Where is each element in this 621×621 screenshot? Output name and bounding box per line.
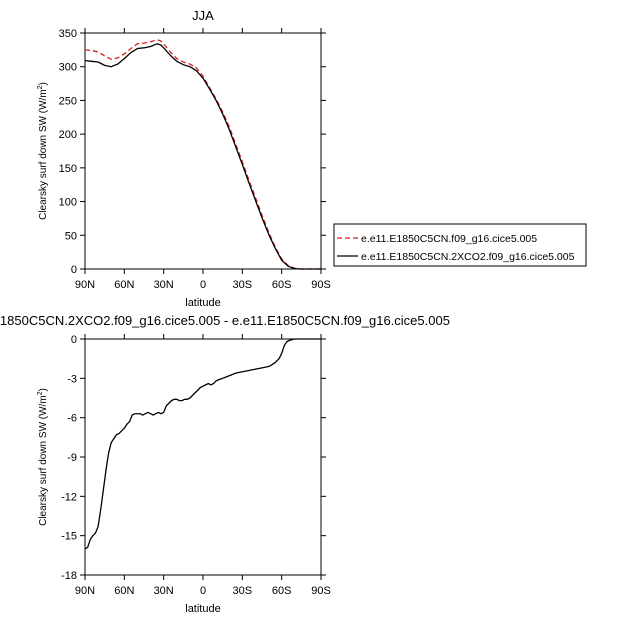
top-y-axis-label-tail: ) — [38, 82, 49, 85]
top-y-axis-label: Clearsky surf down SW (W/m2) — [37, 82, 49, 220]
bottom-y-axis-label-sup: 2 — [37, 391, 44, 395]
top-chart-legend: e.e11.E1850C5CN.f09_g16.cice5.005 e.e11.… — [333, 223, 587, 267]
bottom-y-axis-label: Clearsky surf down SW (W/m2) — [37, 388, 49, 526]
c2-ytick-label-5: -15 — [61, 531, 77, 543]
bottom-chart-frame — [84, 338, 322, 576]
bottom-x-axis-label: latitude — [185, 603, 220, 615]
bottom-chart: e.e11.E1850C5CN.2XCO2.f09_g16.cice5.005 … — [0, 313, 450, 615]
c1-series-line-1 — [84, 43, 321, 270]
top-chart: JJA 0 50 100 150 200 250 300 350 90N 60N 30N 0 30S 6… — [37, 8, 587, 309]
c1-ytick-label-3: 150 — [59, 163, 77, 175]
c2-xtick-label-5: 60S — [272, 585, 292, 597]
c1-ytick-label-1: 50 — [65, 230, 77, 242]
c2-xtick-label-3: 0 — [200, 585, 206, 597]
top-x-axis: 90N 60N 30N 0 30S 60S 90S — [75, 28, 331, 291]
legend-label-2xco2: e.e11.E1850C5CN.2XCO2.f09_g16.cice5.005 — [361, 251, 575, 263]
c2-ytick-label-3: -9 — [67, 452, 77, 464]
top-chart-frame — [84, 32, 322, 270]
c2-xtick-label-0: 90N — [75, 585, 95, 597]
top-series-lines — [84, 39, 321, 270]
legend-label-control: e.e11.E1850C5CN.f09_g16.cice5.005 — [361, 233, 537, 245]
c1-xtick-label-3: 0 — [200, 279, 206, 291]
c2-ytick-label-2: -6 — [67, 413, 77, 425]
c1-xtick-label-6: 90S — [311, 279, 331, 291]
bottom-chart-title: e.e11.E1850C5CN.2XCO2.f09_g16.cice5.005 … — [0, 313, 450, 328]
c1-ytick-label-5: 250 — [59, 95, 77, 107]
c2-xtick-label-4: 30S — [233, 585, 253, 597]
c2-ytick-label-0: 0 — [71, 334, 77, 346]
c2-xtick-label-1: 60N — [114, 585, 134, 597]
top-x-axis-label: latitude — [185, 297, 220, 309]
bottom-y-axis: 0 -3 -6 -9 -12 -15 -18 — [61, 334, 326, 582]
c1-ytick-label-4: 200 — [59, 129, 77, 141]
c2-xtick-label-2: 30N — [154, 585, 174, 597]
c1-xtick-label-2: 30N — [154, 279, 174, 291]
c2-ytick-label-4: -12 — [61, 491, 77, 503]
c1-ytick-label-7: 350 — [59, 28, 77, 40]
legend-box — [333, 223, 587, 267]
bottom-x-axis: 90N 60N 30N 0 30S 60S 90S — [75, 334, 331, 597]
c1-xtick-label-1: 60N — [114, 279, 134, 291]
top-y-axis-label-main: Clearsky surf down SW (W/m — [38, 89, 49, 220]
c1-ytick-label-6: 300 — [59, 62, 77, 74]
bottom-y-axis-label-tail: ) — [38, 388, 49, 391]
top-y-axis: 0 50 100 150 200 250 300 350 — [59, 28, 326, 276]
bottom-y-axis-label-main: Clearsky surf down SW (W/m — [38, 395, 49, 526]
c2-ytick-label-6: -18 — [61, 570, 77, 582]
c2-ytick-label-1: -3 — [67, 373, 77, 385]
c1-xtick-label-0: 90N — [75, 279, 95, 291]
c1-series-line-0 — [84, 39, 321, 270]
c1-xtick-label-4: 30S — [233, 279, 253, 291]
c1-xtick-label-5: 60S — [272, 279, 292, 291]
bottom-series-lines — [84, 338, 321, 550]
c1-ytick-label-0: 0 — [71, 264, 77, 276]
c2-series-line-0 — [84, 338, 321, 550]
c1-ytick-label-2: 100 — [59, 197, 77, 209]
top-chart-title: JJA — [192, 8, 214, 23]
c2-xtick-label-6: 90S — [311, 585, 331, 597]
top-y-axis-label-sup: 2 — [37, 85, 44, 89]
